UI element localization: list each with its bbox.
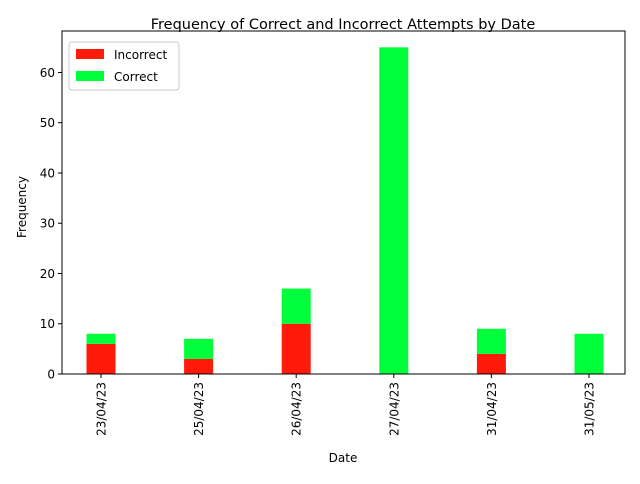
x-tick-label-4: 31/04/23 xyxy=(485,382,499,436)
bar-incorrect-4 xyxy=(476,353,506,374)
bar-correct-3 xyxy=(379,47,409,374)
legend-label-incorrect: Incorrect xyxy=(114,48,167,62)
y-axis: 0 10 20 30 40 50 60 xyxy=(40,66,62,382)
legend-swatch-correct xyxy=(76,71,104,81)
x-tick-label-3: 27/04/23 xyxy=(387,382,401,436)
y-axis-label: Frequency xyxy=(15,176,29,238)
legend: Incorrect Correct xyxy=(68,41,180,91)
legend-label-correct: Correct xyxy=(114,70,158,84)
plot-frame xyxy=(61,30,626,375)
y-tick-label-1: 10 xyxy=(40,317,55,331)
y-tick-label-3: 30 xyxy=(40,217,55,231)
x-tick-label-0: 23/04/23 xyxy=(95,382,109,436)
x-axis-label: Date xyxy=(329,451,358,465)
x-tick-label-1: 25/04/23 xyxy=(192,382,206,436)
bar-incorrect-0 xyxy=(86,343,116,374)
y-tick-label-2: 20 xyxy=(40,267,55,281)
legend-swatch-incorrect xyxy=(76,49,104,59)
y-tick-label-4: 40 xyxy=(40,166,55,180)
bar-correct-1 xyxy=(184,338,214,359)
x-tick-label-5: 31/05/23 xyxy=(583,382,597,436)
y-tick-label-6: 60 xyxy=(40,66,55,80)
bar-correct-0 xyxy=(86,333,116,344)
bar-incorrect-2 xyxy=(281,323,311,374)
bar-incorrect-1 xyxy=(184,358,214,374)
bar-correct-4 xyxy=(476,328,506,354)
bars-layer xyxy=(86,47,604,374)
x-tick-label-2: 26/04/23 xyxy=(290,382,304,436)
bar-correct-2 xyxy=(281,288,311,324)
y-tick-label-5: 50 xyxy=(40,116,55,130)
y-tick-label-0: 0 xyxy=(47,368,55,382)
chart-title: Frequency of Correct and Incorrect Attem… xyxy=(151,17,536,33)
x-axis: 23/04/23 25/04/23 26/04/23 27/04/23 31/04/23… xyxy=(95,374,597,436)
bar-correct-5 xyxy=(574,333,604,374)
